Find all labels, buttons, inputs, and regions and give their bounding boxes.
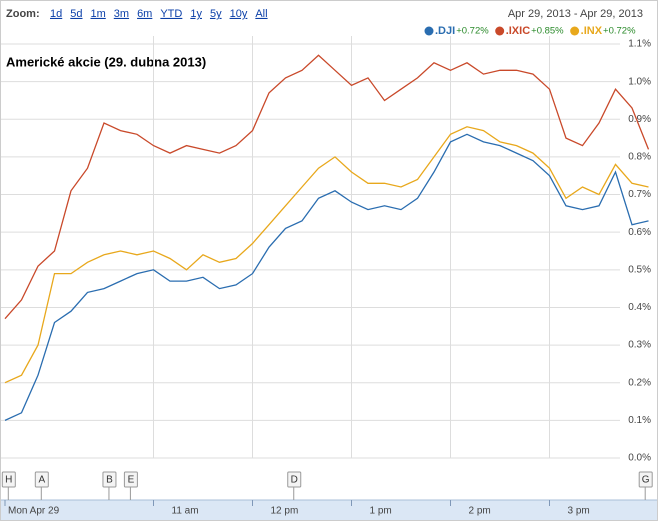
zoom-option[interactable]: 3m — [114, 8, 129, 20]
zoom-option[interactable]: 5y — [210, 8, 222, 20]
legend-name: .DJI — [435, 25, 455, 37]
legend-dot — [495, 26, 505, 36]
y-tick-label: 1.1% — [628, 39, 651, 50]
y-tick-label: 0.4% — [628, 302, 651, 313]
x-tick-label: Mon Apr 29 — [8, 506, 60, 517]
legend-item: .IXIC +0.85% — [495, 25, 564, 37]
x-tick-label: 3 pm — [568, 506, 590, 517]
event-label: B — [106, 475, 113, 486]
event-label: G — [642, 475, 650, 486]
event-label: E — [128, 475, 135, 486]
x-tick-label: 12 pm — [271, 506, 299, 517]
y-tick-label: 0.1% — [628, 415, 651, 426]
event-label: H — [5, 475, 12, 486]
event-flag — [638, 471, 653, 488]
series-line — [4, 126, 649, 384]
zoom-option[interactable]: All — [255, 8, 267, 20]
event-flag — [287, 471, 302, 488]
event-flag — [1, 471, 16, 488]
zoom-option[interactable]: 6m — [137, 8, 152, 20]
y-tick-label: 0.6% — [628, 227, 651, 238]
legend-item: .INX +0.72% — [570, 25, 636, 37]
y-tick-label: 0.0% — [628, 453, 651, 464]
zoom-option[interactable]: 10y — [230, 8, 248, 20]
x-axis-bar — [1, 500, 657, 520]
y-tick-label: 0.2% — [628, 377, 651, 388]
event-flag — [123, 471, 138, 488]
y-tick-label: 0.3% — [628, 340, 651, 351]
date-range: Apr 29, 2013 - Apr 29, 2013 — [508, 8, 643, 20]
y-tick-label: 0.7% — [628, 189, 651, 200]
zoom-option[interactable]: 1m — [91, 8, 106, 20]
legend-name: .IXIC — [506, 25, 531, 37]
y-tick-label: 0.5% — [628, 264, 651, 275]
legend-name: .INX — [581, 25, 603, 37]
zoom-label: Zoom: — [6, 8, 40, 20]
x-tick-label: 11 am — [172, 506, 199, 517]
legend-dot — [570, 26, 580, 36]
event-flag — [34, 471, 49, 488]
legend-change: +0.85% — [531, 26, 564, 37]
legend-change: +0.72% — [456, 26, 489, 37]
zoom-option[interactable]: YTD — [160, 8, 182, 20]
event-flag — [102, 471, 117, 488]
zoom-option[interactable]: 5d — [70, 8, 82, 20]
y-tick-label: 0.9% — [628, 114, 651, 125]
zoom-option[interactable]: 1y — [190, 8, 202, 20]
zoom-option[interactable]: 1d — [50, 8, 62, 20]
x-tick-label: 2 pm — [469, 506, 491, 517]
event-label: A — [38, 475, 45, 486]
y-tick-label: 1.0% — [628, 76, 651, 87]
series-line — [4, 133, 649, 421]
y-tick-label: 0.8% — [628, 152, 651, 163]
chart-title: Americké akcie (29. dubna 2013) — [6, 54, 206, 69]
event-label: D — [291, 475, 298, 486]
legend-item: .DJI +0.72% — [424, 25, 489, 37]
series-line — [4, 54, 650, 320]
legend-dot — [424, 26, 434, 36]
legend-change: +0.72% — [603, 26, 636, 37]
x-tick-label: 1 pm — [370, 506, 392, 517]
